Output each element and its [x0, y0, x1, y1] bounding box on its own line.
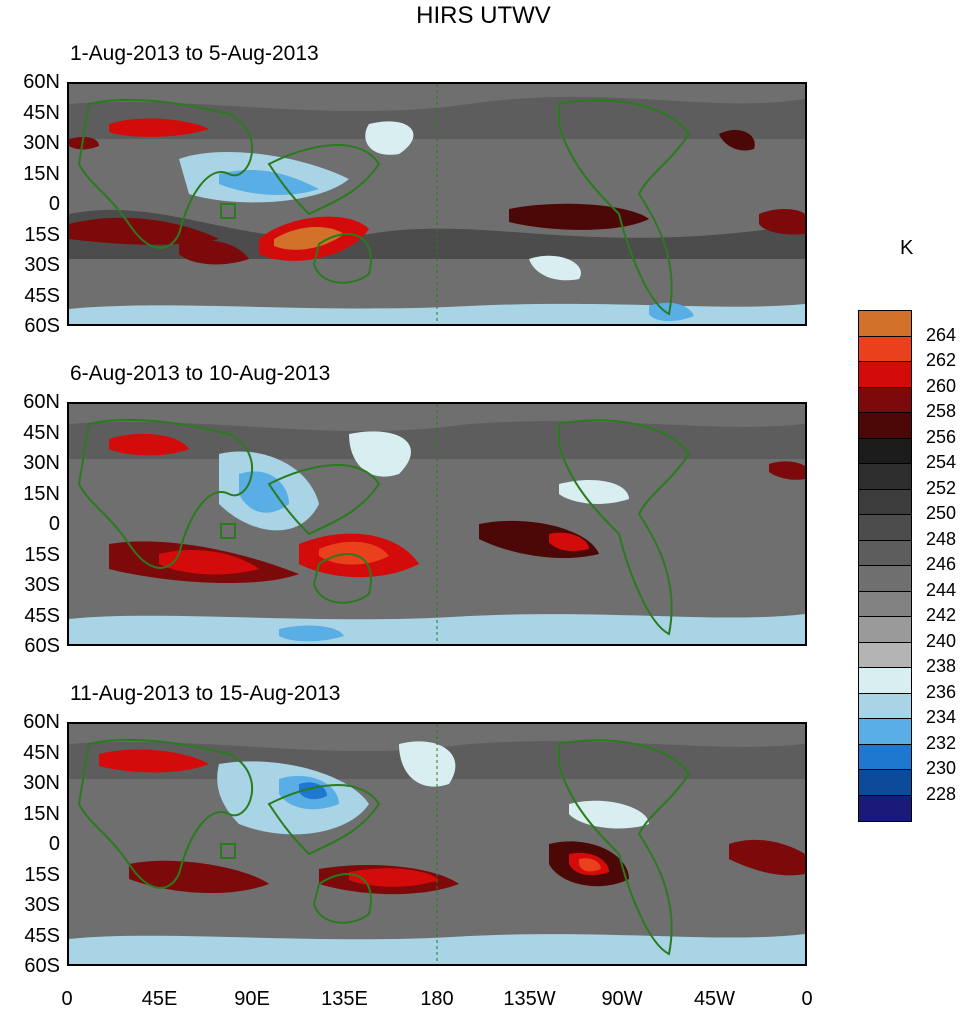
colorbar-swatch [859, 336, 911, 362]
colorbar-swatch [859, 591, 911, 617]
colorbar-swatch [859, 515, 911, 541]
lat-label: 15N [23, 162, 60, 185]
lon-label: 135W [503, 988, 556, 1010]
lat-label: 15N [23, 802, 60, 825]
colorbar-level-label: 264 [926, 324, 957, 345]
lat-label: 60N [23, 711, 60, 733]
lon-label: 0 [61, 988, 73, 1010]
colorbar [858, 310, 912, 822]
lat-label: 45S [24, 924, 60, 947]
colorbar-swatch [859, 617, 911, 643]
colorbar-level-label: 232 [926, 732, 957, 753]
lat-label: 15S [24, 543, 60, 566]
colorbar-swatch [859, 795, 911, 821]
colorbar-swatch [859, 566, 911, 592]
colorbar-level-label: 242 [926, 605, 957, 625]
panel-3-subtitle: 11-Aug-2013 to 15-Aug-2013 [70, 682, 341, 705]
colorbar-level-label: 256 [926, 426, 957, 447]
lon-label: 180 [420, 988, 454, 1010]
lat-label: 0 [48, 513, 60, 535]
colorbar-swatch [859, 362, 911, 388]
lat-label: 45S [24, 604, 60, 627]
lat-label: 60N [23, 71, 60, 93]
colorbar-level-label: 234 [926, 707, 957, 727]
colorbar-level-label: 230 [926, 758, 957, 778]
map-panel-3-plot [69, 724, 805, 964]
map-panel-1-plot [69, 84, 805, 324]
colorbar-swatch [859, 744, 911, 770]
colorbar-level-label: 248 [926, 528, 957, 549]
colorbar-level-label: 238 [926, 656, 957, 676]
colorbar-level-label: 246 [926, 554, 957, 574]
lat-label: 30S [24, 574, 60, 596]
colorbar-unit: K [900, 237, 914, 259]
map-panel-1 [67, 82, 807, 326]
colorbar-swatch [859, 413, 911, 439]
colorbar-level-label: 262 [926, 350, 957, 370]
colorbar-swatch [859, 438, 911, 464]
lat-label: 0 [48, 833, 60, 855]
colorbar-level-label: 250 [926, 503, 957, 523]
colorbar-swatch [859, 770, 911, 796]
colorbar-level-label: 260 [926, 375, 957, 396]
lat-label: 30N [23, 772, 60, 794]
lat-label: 45N [23, 421, 60, 444]
lon-label: 135E [321, 988, 368, 1010]
colorbar-swatch [859, 489, 911, 515]
colorbar-swatch [859, 464, 911, 490]
colorbar-swatch [859, 540, 911, 566]
colorbar-swatch [859, 387, 911, 413]
colorbar-swatch [859, 311, 911, 337]
lon-label: 0 [801, 988, 813, 1010]
lon-label: 90W [601, 988, 643, 1010]
colorbar-swatch [859, 693, 911, 719]
map-panel-2 [67, 402, 807, 646]
lat-label: 15N [23, 482, 60, 505]
colorbar-level-label: 252 [926, 477, 957, 498]
lat-label: 30N [23, 132, 60, 154]
colorbar-swatch [859, 719, 911, 745]
colorbar-swatch [859, 642, 911, 668]
colorbar-level-label: 254 [926, 452, 957, 472]
lat-label: 60S [24, 315, 60, 337]
lat-label: 45N [23, 741, 60, 764]
lon-label: 45E [141, 988, 178, 1010]
lat-label: 60N [23, 391, 60, 413]
figure-title: HIRS UTWV [416, 2, 551, 29]
colorbar-level-label: 228 [926, 783, 957, 804]
lat-label: 15S [24, 863, 60, 886]
lat-label: 0 [48, 193, 60, 215]
lat-label: 15S [24, 223, 60, 246]
lat-label: 60S [24, 635, 60, 657]
colorbar-level-label: 258 [926, 401, 957, 421]
colorbar-level-label: 240 [926, 630, 957, 651]
colorbar-level-label: 236 [926, 681, 957, 702]
lon-label: 90E [234, 988, 270, 1010]
panel-1-subtitle: 1-Aug-2013 to 5-Aug-2013 [70, 42, 319, 65]
lat-label: 45S [24, 284, 60, 307]
lat-label: 30S [24, 254, 60, 276]
map-panel-3 [67, 722, 807, 966]
panel-2-subtitle: 6-Aug-2013 to 10-Aug-2013 [70, 362, 331, 385]
map-panel-2-plot [69, 404, 805, 644]
colorbar-swatch [859, 668, 911, 694]
lat-label: 60S [24, 955, 60, 977]
lon-label: 45W [693, 988, 736, 1010]
lat-label: 30N [23, 452, 60, 474]
lat-label: 45N [23, 101, 60, 124]
lat-label: 30S [24, 894, 60, 916]
colorbar-level-label: 244 [926, 579, 957, 600]
